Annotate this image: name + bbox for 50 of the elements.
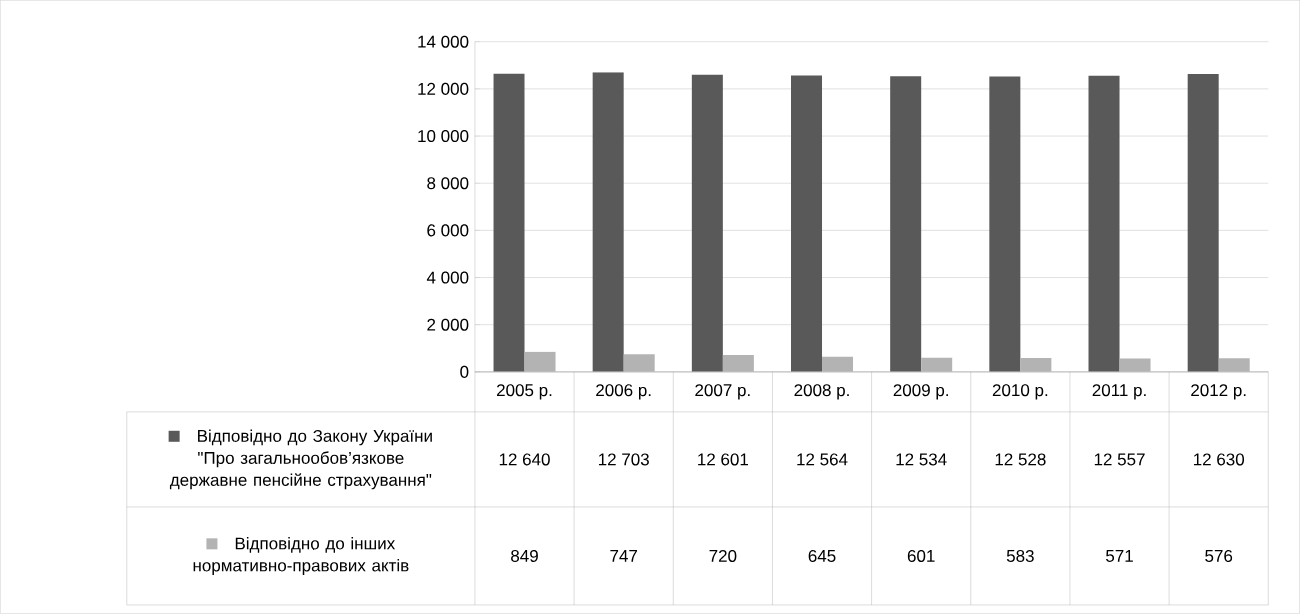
data-label: 12 601 <box>698 453 749 466</box>
x-tick-label: 2005 р. <box>497 384 552 400</box>
data-label: 601 <box>907 550 935 563</box>
bar <box>1218 358 1250 373</box>
x-tick-label: 2009 р. <box>893 384 948 400</box>
y-tick-label: 12 000 <box>418 83 469 96</box>
bar <box>1088 75 1120 373</box>
x-tick-label: 2006 р. <box>596 384 651 400</box>
data-label: 12 534 <box>896 453 947 466</box>
x-tick-label: 2012 р. <box>1191 384 1246 400</box>
y-tick-label: 6 000 <box>427 224 469 237</box>
x-tick-label: 2010 р. <box>992 384 1048 400</box>
x-tick-label: 2007 р. <box>695 384 750 400</box>
data-label: 12 630 <box>1194 453 1245 466</box>
bar <box>822 356 854 373</box>
bar <box>623 354 655 373</box>
data-label: 12 640 <box>499 453 550 466</box>
bar <box>989 76 1021 373</box>
data-label: 720 <box>709 550 737 563</box>
y-tick-label: 0 <box>460 366 469 379</box>
y-tick-label: 2 000 <box>427 318 469 331</box>
x-tick-label: 2008 р. <box>794 384 849 400</box>
bar <box>493 73 525 373</box>
bar <box>890 76 922 373</box>
data-label: 849 <box>511 550 538 563</box>
bar <box>1119 358 1151 373</box>
y-tick-label: 4 000 <box>426 271 469 284</box>
bar <box>691 74 723 373</box>
bar <box>524 352 556 373</box>
y-tick-label: 14 000 <box>418 35 469 48</box>
data-label: 12 564 <box>797 453 848 466</box>
legend-label: Відповідно до Закону України "Про загальнообов’язкове державне пенсійне страхування" <box>169 429 432 490</box>
bar <box>592 72 624 373</box>
x-tick-label: 2011 р. <box>1092 384 1146 400</box>
data-label: 645 <box>808 550 836 563</box>
data-label: 571 <box>1106 550 1133 563</box>
y-tick-label: 10 000 <box>418 130 469 143</box>
data-label: 12 557 <box>1094 453 1145 466</box>
data-label: 12 528 <box>995 453 1046 466</box>
legend-label: Відповідно до інших нормативно-правових актів <box>193 537 409 576</box>
y-tick-label: 8 000 <box>427 177 469 190</box>
bar <box>791 75 823 373</box>
data-label: 747 <box>610 550 638 562</box>
bar <box>1187 74 1219 373</box>
data-label: 576 <box>1205 550 1233 563</box>
data-label: 12 703 <box>598 453 649 466</box>
bar <box>1020 358 1052 373</box>
data-label: 583 <box>1006 550 1034 563</box>
bar <box>921 357 953 373</box>
bar <box>722 355 754 373</box>
